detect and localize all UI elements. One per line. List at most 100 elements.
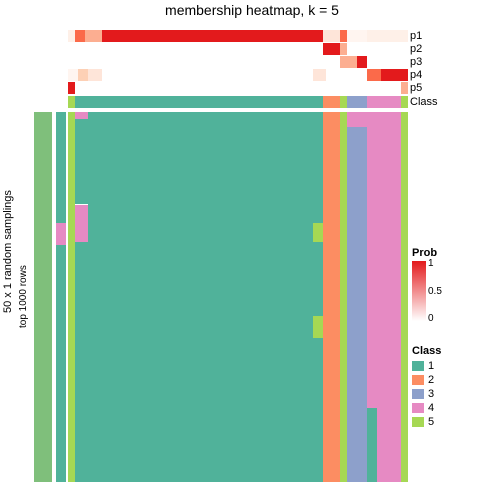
heatmap-cell — [377, 112, 401, 482]
sidebar-inner-bar — [56, 112, 66, 482]
legend-label: 1 — [428, 359, 434, 373]
chart-container: 50 x 1 random samplings top 1000 rows p1… — [0, 22, 504, 504]
prob-legend: Prob 1 0.5 0 — [412, 247, 502, 327]
heatmap-cell — [340, 112, 347, 482]
heatmap-cell — [347, 43, 408, 55]
heatmap-cell — [68, 69, 78, 81]
prob-row-label: p3 — [410, 56, 422, 68]
legend-label: 5 — [428, 415, 434, 429]
heatmap-cell — [75, 242, 89, 483]
prob-tick: 0.5 — [428, 286, 442, 297]
class-legend-item: 1 — [412, 359, 502, 373]
prob-ticks: 1 0.5 0 — [428, 258, 442, 324]
heatmap-cell — [68, 56, 340, 68]
heatmap-cell — [323, 43, 340, 55]
row-annotation-inner-label: top 1000 rows — [18, 112, 29, 482]
heatmap-cell — [367, 408, 377, 482]
prob-legend-title: Prob — [412, 247, 502, 259]
heatmap-cell — [401, 82, 408, 94]
heatmap-cell — [102, 30, 323, 42]
heatmap-cell — [347, 30, 367, 42]
heatmap-cell — [68, 112, 75, 482]
heatmap-cell — [323, 96, 340, 108]
heatmap-cell — [85, 30, 102, 42]
legend-label: 3 — [428, 387, 434, 401]
legend-swatch — [412, 375, 424, 385]
prob-row — [68, 56, 408, 68]
heatmap-cell — [367, 96, 401, 108]
chart-title: membership heatmap, k = 5 — [0, 0, 504, 18]
sidebar-inner-accent — [56, 223, 66, 245]
heatmap-cell — [401, 96, 408, 108]
heatmap-cell — [367, 112, 377, 408]
heatmap-cell — [367, 56, 408, 68]
prob-tick: 0 — [428, 313, 442, 324]
heatmap-cell — [313, 223, 323, 242]
heatmap-cell — [75, 119, 89, 204]
heatmap-body — [68, 112, 408, 482]
heatmap-cell — [367, 69, 381, 81]
heatmap-cell — [68, 82, 75, 94]
heatmap-cell — [323, 30, 340, 42]
legend-label: 4 — [428, 401, 434, 415]
class-row — [68, 96, 408, 108]
heatmap-cell — [347, 112, 367, 127]
heatmap-cell — [75, 30, 85, 42]
legend-swatch — [412, 403, 424, 413]
heatmap-cell — [313, 112, 323, 223]
heatmap-cell — [68, 43, 323, 55]
heatmap-cell — [340, 43, 347, 55]
heatmap-cell — [75, 96, 323, 108]
main-heatmap — [68, 22, 408, 482]
sidebar-outer-bar — [34, 112, 52, 482]
prob-row — [68, 82, 408, 94]
class-row-label: Class — [410, 96, 438, 108]
class-legend-item: 4 — [412, 401, 502, 415]
legend-swatch — [412, 361, 424, 371]
heatmap-cell — [88, 69, 102, 81]
heatmap-cell — [347, 127, 367, 482]
prob-row-label: p2 — [410, 43, 422, 55]
heatmap-cell — [313, 69, 327, 81]
heatmap-cell — [75, 205, 89, 242]
heatmap-cell — [381, 69, 408, 81]
heatmap-cell — [367, 30, 408, 42]
prob-row — [68, 30, 408, 42]
legend-label: 2 — [428, 373, 434, 387]
heatmap-cell — [357, 56, 367, 68]
heatmap-cell — [323, 112, 340, 482]
prob-row-label: p5 — [410, 82, 422, 94]
heatmap-cell — [75, 112, 89, 119]
class-legend-item: 2 — [412, 373, 502, 387]
heatmap-cell — [102, 69, 313, 81]
legends: Prob 1 0.5 0 Class 12345 — [412, 247, 502, 429]
probability-rows — [68, 30, 408, 95]
heatmap-cell — [340, 96, 347, 108]
prob-tick: 1 — [428, 258, 442, 269]
class-legend: Class 12345 — [412, 345, 502, 429]
heatmap-cell — [401, 112, 408, 482]
legend-swatch — [412, 389, 424, 399]
heatmap-cell — [75, 82, 401, 94]
legend-swatch — [412, 417, 424, 427]
prob-row-label: p4 — [410, 69, 422, 81]
heatmap-cell — [78, 69, 88, 81]
heatmap-cell — [347, 96, 367, 108]
heatmap-cell — [340, 30, 347, 42]
prob-row — [68, 69, 408, 81]
row-annotation-outer-label: 50 x 1 random samplings — [2, 22, 14, 482]
prob-gradient-bar — [412, 261, 426, 321]
row-annotation-outer: 50 x 1 random samplings — [2, 22, 16, 482]
heatmap-cell — [68, 96, 75, 108]
heatmap-cell — [68, 30, 75, 42]
class-legend-item: 3 — [412, 387, 502, 401]
prob-row — [68, 43, 408, 55]
prob-row-label: p1 — [410, 30, 422, 42]
heatmap-cell — [88, 112, 312, 482]
heatmap-cell — [313, 316, 323, 338]
heatmap-cell — [313, 338, 323, 482]
heatmap-cell — [326, 69, 367, 81]
heatmap-cell — [313, 242, 323, 316]
heatmap-cell — [340, 56, 357, 68]
row-annotation-inner: top 1000 rows — [18, 112, 32, 482]
